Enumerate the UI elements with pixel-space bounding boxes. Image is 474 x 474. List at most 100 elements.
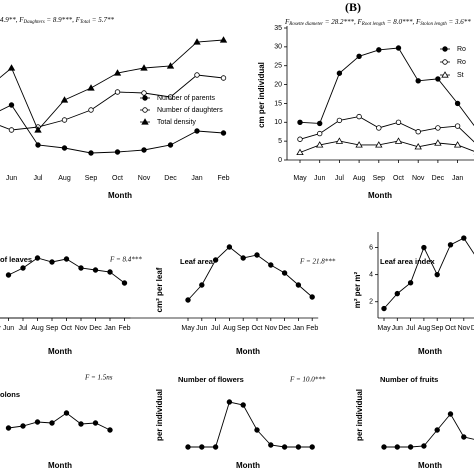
marker [336,70,343,76]
subtitle-part: 4.9**, F [0,16,24,24]
marker [376,47,382,53]
marker [8,102,15,108]
legend-label: Ro [457,46,466,53]
marker [434,271,440,278]
marker [7,64,16,71]
x-tick-label: Jul [19,325,28,332]
marker [295,444,302,450]
x-tick-label: Dec [164,175,177,182]
x-axis-label: Month [236,461,260,470]
marker [375,141,383,148]
marker [309,294,315,300]
marker [20,423,26,429]
marker [453,141,462,148]
marker [407,444,414,450]
marker [254,427,260,433]
marker [226,399,233,405]
x-tick-label: Oct [252,325,263,332]
marker [193,38,201,45]
x-tick-label: Jul [211,325,220,332]
series-line [299,140,474,153]
marker [194,128,200,134]
x-tick-label: Jul [335,175,344,182]
marker [395,45,402,51]
f-statistic: F = 10.0*** [289,376,326,384]
legend-label: Ro [457,59,466,66]
marker [5,272,12,278]
y-axis-label: cm per individual [257,62,266,128]
marker [268,442,274,448]
marker [140,64,148,71]
x-tick-label: Jun [196,325,207,332]
x-tick-label: Sep [46,325,59,332]
x-tick-label: Nov [458,325,471,332]
marker [356,113,362,120]
marker [309,444,315,450]
subtitle-part: = 5.7** [90,16,114,24]
x-tick-label: Dec [89,325,102,332]
marker [454,100,461,107]
marker [434,139,442,146]
marker [240,255,246,261]
marker [421,244,427,251]
subtitle-part: Daughters [23,20,45,25]
marker [219,36,228,43]
marker [226,244,233,250]
subtitle-part: Total [80,20,91,25]
marker [61,117,68,123]
x-tick-label: Dec [471,325,474,332]
marker [167,142,174,148]
marker [434,427,440,433]
x-tick-label: Sep [431,325,444,332]
marker [415,129,421,135]
marker [141,147,147,153]
panel-title: olons [0,390,20,399]
subtitle-part: F [284,18,290,26]
marker [461,235,467,241]
marker [49,420,55,426]
marker [88,107,94,113]
marker [107,269,113,275]
marker [461,434,467,440]
marker [442,46,448,52]
panel-title: Number of fruits [380,375,438,384]
marker [316,141,324,148]
y-axis-label: m² per m² [353,271,362,308]
x-tick-label: Oct [112,175,123,182]
marker [394,290,400,297]
marker [381,305,387,312]
x-axis-label: Month [368,191,392,200]
x-tick-label: Feb [217,175,229,182]
subtitle-part: Root length [361,22,386,27]
y-tick-label: 0 [278,157,282,164]
x-tick-label: Jan [293,325,304,332]
x-tick-label: Sep [85,175,98,182]
series-line [299,47,474,127]
x-tick-label: Jun [3,325,14,332]
marker [199,444,205,450]
series-line [188,401,313,448]
x-axis-label: Month [48,461,72,470]
x-tick-label: Aug [31,325,44,332]
x-tick-label: Feb [306,325,318,332]
marker [114,89,121,95]
marker [34,419,41,425]
marker [121,280,128,286]
marker [254,252,260,258]
y-axis-label: per individual [155,389,164,441]
marker [297,136,303,142]
x-tick-label: Aug [58,175,71,182]
marker [268,262,274,268]
x-axis-label: Month [108,191,132,200]
marker [335,137,344,144]
marker [114,149,121,155]
subtitle-part: = 8.0***, F [385,18,421,26]
x-axis-label: Month [418,461,442,470]
f-statistic: F = 1.5ns [84,374,113,382]
subtitle: 4.9**, FDaughters = 8.9***, FTotal = 5.7… [0,16,114,26]
marker [395,119,402,125]
f-statistic: F = 8.4*** [109,256,142,264]
subtitle-part: = 8.9***, F [45,16,81,24]
y-tick-label: 20 [274,81,282,88]
marker [194,72,200,78]
